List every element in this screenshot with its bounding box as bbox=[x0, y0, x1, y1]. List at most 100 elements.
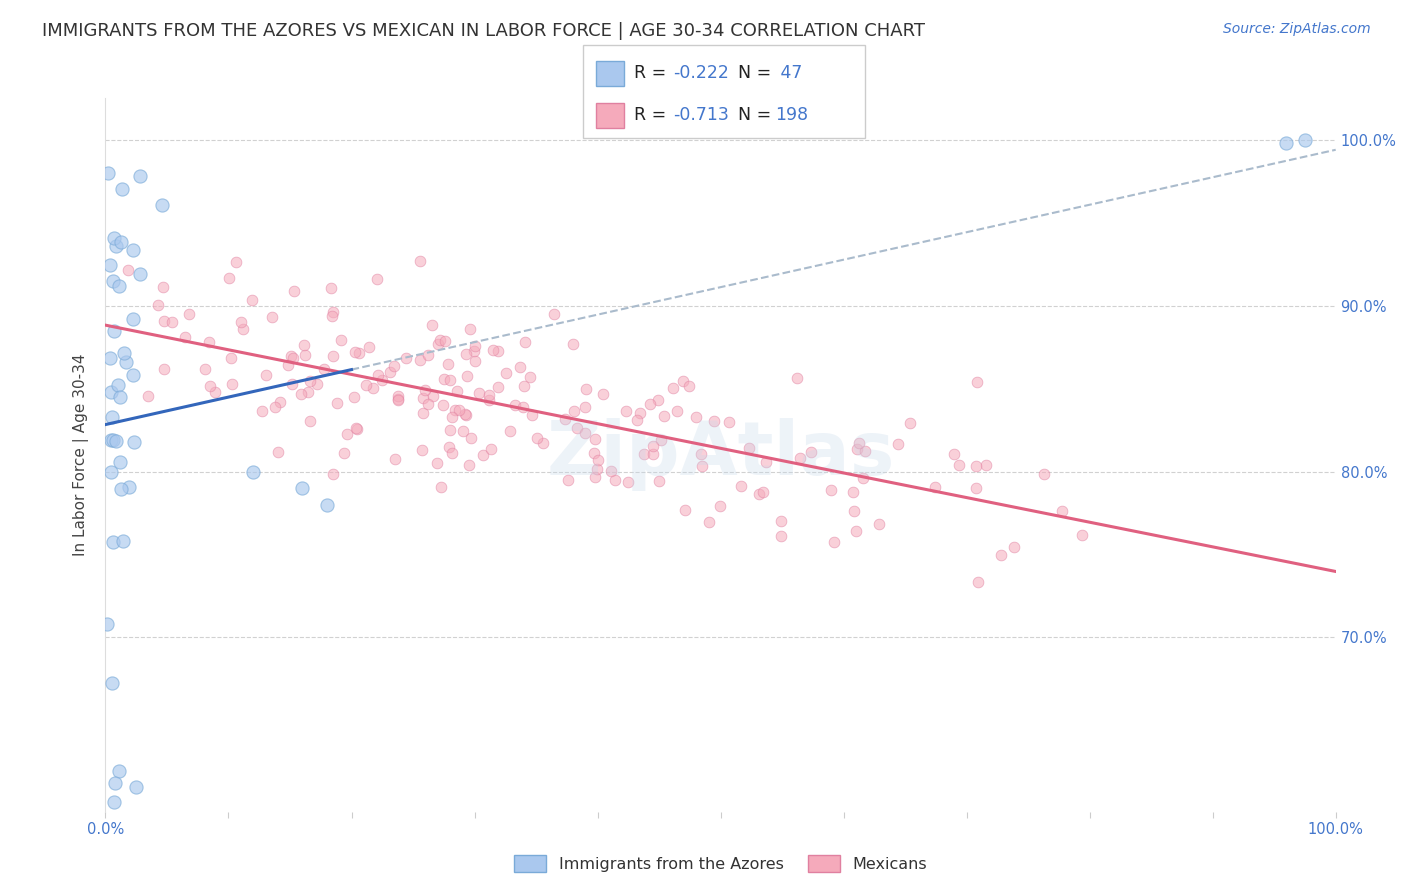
Point bbox=[789, 450, 811, 465]
Point bbox=[297, 385, 319, 400]
Point bbox=[430, 480, 453, 494]
Point bbox=[294, 348, 316, 362]
Point bbox=[685, 409, 707, 424]
Point bbox=[444, 402, 467, 417]
Point bbox=[122, 435, 145, 450]
Point bbox=[221, 377, 243, 392]
Point bbox=[322, 349, 344, 363]
Point bbox=[349, 346, 371, 360]
Point bbox=[115, 354, 138, 368]
Point bbox=[641, 439, 664, 453]
Point bbox=[641, 447, 664, 461]
Point bbox=[582, 445, 605, 459]
Point bbox=[325, 395, 347, 409]
Point bbox=[617, 475, 640, 490]
Point bbox=[454, 407, 477, 421]
Point bbox=[486, 380, 509, 394]
Text: N =: N = bbox=[738, 106, 778, 124]
Point bbox=[478, 393, 501, 408]
Point bbox=[146, 297, 169, 311]
Text: -0.222: -0.222 bbox=[673, 64, 730, 82]
Point bbox=[848, 435, 870, 450]
Text: ZipAtlas: ZipAtlas bbox=[547, 418, 894, 491]
Point bbox=[387, 392, 409, 406]
Point bbox=[315, 498, 337, 512]
Point bbox=[173, 330, 195, 344]
Point bbox=[128, 268, 150, 282]
Point bbox=[387, 389, 409, 403]
Point bbox=[98, 258, 121, 272]
Point bbox=[974, 458, 997, 472]
Point bbox=[482, 343, 505, 358]
Point bbox=[269, 395, 291, 409]
Point bbox=[108, 278, 131, 293]
Point bbox=[412, 391, 434, 405]
Point bbox=[673, 503, 696, 517]
Point bbox=[204, 384, 226, 399]
Point bbox=[709, 499, 731, 513]
Point bbox=[1275, 136, 1298, 150]
Point bbox=[648, 474, 671, 488]
Point bbox=[672, 374, 695, 388]
Point bbox=[290, 387, 312, 401]
Point bbox=[112, 346, 135, 360]
Point bbox=[770, 514, 793, 528]
Point bbox=[152, 361, 174, 376]
Point bbox=[128, 169, 150, 184]
Point bbox=[429, 333, 451, 347]
Point bbox=[499, 424, 522, 438]
Point bbox=[242, 293, 264, 308]
Point bbox=[574, 400, 596, 414]
Point bbox=[283, 284, 305, 298]
Point bbox=[101, 410, 124, 425]
Point bbox=[574, 383, 596, 397]
Point bbox=[868, 517, 890, 532]
Point bbox=[717, 415, 740, 429]
Point bbox=[292, 338, 315, 352]
Point bbox=[1071, 528, 1094, 542]
Point bbox=[439, 440, 461, 454]
Point bbox=[561, 337, 583, 351]
Point bbox=[690, 447, 713, 461]
Point bbox=[100, 384, 122, 399]
Point bbox=[264, 400, 287, 414]
Point bbox=[111, 533, 134, 548]
Point bbox=[409, 353, 432, 368]
Point bbox=[447, 403, 470, 417]
Point bbox=[965, 458, 987, 473]
Point bbox=[463, 344, 485, 359]
Point bbox=[412, 406, 434, 420]
Point bbox=[898, 416, 921, 430]
Point bbox=[103, 231, 125, 245]
Point bbox=[103, 324, 125, 338]
Point bbox=[748, 487, 770, 501]
Point bbox=[965, 481, 987, 495]
Point bbox=[104, 776, 127, 790]
Point bbox=[543, 307, 565, 321]
Point bbox=[98, 351, 121, 365]
Point bbox=[924, 480, 946, 494]
Point bbox=[464, 354, 486, 368]
Point bbox=[299, 374, 322, 388]
Point bbox=[626, 412, 648, 426]
Point bbox=[229, 315, 252, 329]
Point bbox=[281, 377, 304, 392]
Text: Source: ZipAtlas.com: Source: ZipAtlas.com bbox=[1223, 22, 1371, 37]
Point bbox=[110, 482, 132, 496]
Point bbox=[416, 397, 439, 411]
Point bbox=[160, 315, 183, 329]
Point bbox=[101, 274, 124, 288]
Point bbox=[652, 409, 675, 424]
Point bbox=[583, 469, 606, 483]
Point bbox=[662, 381, 685, 395]
Point bbox=[586, 452, 609, 467]
Legend: Immigrants from the Azores, Mexicans: Immigrants from the Azores, Mexicans bbox=[508, 848, 934, 879]
Point bbox=[136, 389, 159, 403]
Text: N =: N = bbox=[738, 64, 778, 82]
Point bbox=[948, 458, 970, 472]
Point bbox=[384, 452, 406, 467]
Point bbox=[990, 548, 1012, 562]
Point bbox=[690, 458, 713, 473]
Point bbox=[1032, 467, 1054, 481]
Point bbox=[409, 253, 432, 268]
